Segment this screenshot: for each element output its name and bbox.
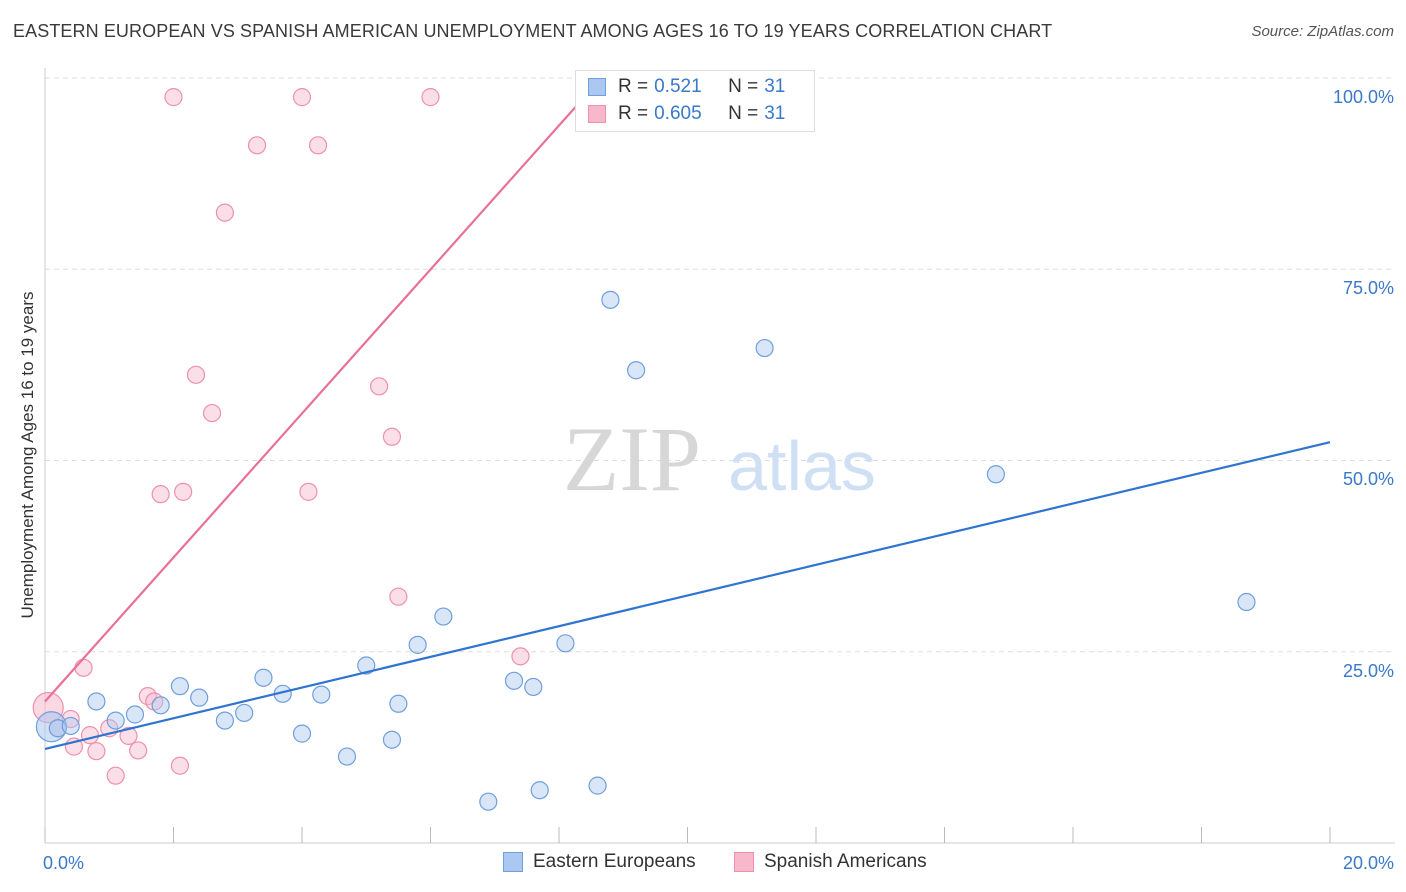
data-point-spanish-americans [389,587,408,606]
data-point-eastern-europeans [479,792,498,811]
data-point-eastern-europeans [986,465,1006,484]
data-point-spanish-americans [170,756,190,775]
data-point-spanish-americans [202,403,222,423]
data-point-spanish-americans [151,485,170,504]
grid-lines [45,77,1395,653]
data-point-eastern-europeans [382,730,402,749]
data-point-spanish-americans [74,658,93,677]
data-point-spanish-americans [129,741,148,760]
data-point-spanish-americans [174,482,193,501]
data-point-eastern-europeans [190,688,209,707]
x-tick-label-min: 0.0% [43,853,85,873]
data-point-eastern-europeans [292,724,312,743]
series-eastern-europeans [35,290,1256,811]
legend-swatch-blue [588,78,606,96]
data-point-eastern-europeans [87,692,106,711]
data-point-eastern-europeans [1237,592,1256,612]
trend-lines [44,88,1331,750]
legend-n-value: 31 [764,76,786,97]
data-point-spanish-americans [382,427,402,446]
data-point-spanish-americans [186,365,206,384]
data-point-eastern-europeans [170,677,190,696]
data-point-eastern-europeans [151,696,170,715]
data-point-eastern-europeans [755,338,774,358]
data-point-eastern-europeans [530,781,549,800]
y-tick-label: 25.0% [1342,661,1394,681]
data-point-eastern-europeans [626,361,646,380]
legend-r-value: 0.521 [654,76,702,97]
data-point-eastern-europeans [524,677,543,697]
data-point-eastern-europeans [389,694,408,713]
watermark-zip: ZIP [563,408,701,510]
watermark: ZIP atlas [563,408,876,510]
data-point-eastern-europeans [235,703,254,723]
legend-r-label: R = [618,103,649,124]
data-point-eastern-europeans [125,705,145,724]
legend-r-value: 0.605 [654,103,702,124]
x-tick-label-max: 20.0% [1342,853,1394,873]
data-point-spanish-americans [87,742,106,761]
data-point-eastern-europeans [601,290,620,309]
data-point-eastern-europeans [588,776,607,795]
data-point-spanish-americans [106,766,125,785]
y-axis-label: Unemployment Among Ages 16 to 19 years [18,291,37,619]
legend-item-spanish-americans[interactable]: Spanish Americans [734,851,927,873]
watermark-atlas: atlas [728,427,876,505]
legend-swatch-pink [588,105,606,123]
legend-label-eastern-europeans: Eastern Europeans [533,851,696,872]
data-point-spanish-americans [119,726,138,746]
legend-n-label: N = [728,103,759,124]
y-tick-label: 100.0% [1332,87,1394,107]
trend-line-spanish-americans [44,88,592,703]
data-point-eastern-europeans [408,635,427,654]
data-point-eastern-europeans [106,711,125,730]
source-label: Source: ZipAtlas.com [1251,23,1394,40]
legend-swatch-blue [503,852,523,872]
data-point-spanish-americans [421,88,440,107]
data-point-spanish-americans [299,482,318,501]
legend-n-label: N = [728,76,759,97]
trend-line-eastern-europeans [44,441,1331,750]
data-point-spanish-americans [80,726,100,745]
data-point-eastern-europeans [337,747,357,766]
y-tick-label: 75.0% [1342,278,1394,298]
data-point-spanish-americans [511,647,530,666]
axes [44,68,1395,844]
data-point-spanish-americans [247,136,267,155]
y-tick-label: 50.0% [1342,469,1394,489]
data-point-eastern-europeans [357,656,376,675]
data-point-eastern-europeans [556,634,575,653]
legend-label-spanish-americans: Spanish Americans [764,851,927,872]
legend-row-spanish-americans: R = 0.605 N = 31 [588,102,785,126]
chart-title: EASTERN EUROPEAN VS SPANISH AMERICAN UNE… [13,21,1053,41]
data-point-eastern-europeans [215,711,234,730]
data-point-spanish-americans [370,377,389,396]
data-point-spanish-americans [292,88,312,107]
data-point-spanish-americans [308,136,328,155]
legend-row-eastern-europeans: R = 0.521 N = 31 [588,75,785,99]
data-point-eastern-europeans [61,716,80,736]
legend-swatch-pink [734,852,754,872]
legend-r-label: R = [618,76,649,97]
data-point-eastern-europeans [312,685,331,704]
data-point-spanish-americans [164,88,183,107]
data-point-eastern-europeans [504,671,524,690]
data-point-eastern-europeans [434,607,453,626]
data-point-eastern-europeans [254,668,273,687]
legend-item-eastern-europeans[interactable]: Eastern Europeans [503,851,696,873]
data-point-spanish-americans [215,203,234,222]
legend-n-value: 31 [764,103,786,124]
correlation-legend: R = 0.521 N = 31 R = 0.605 N = 31 [575,70,815,132]
